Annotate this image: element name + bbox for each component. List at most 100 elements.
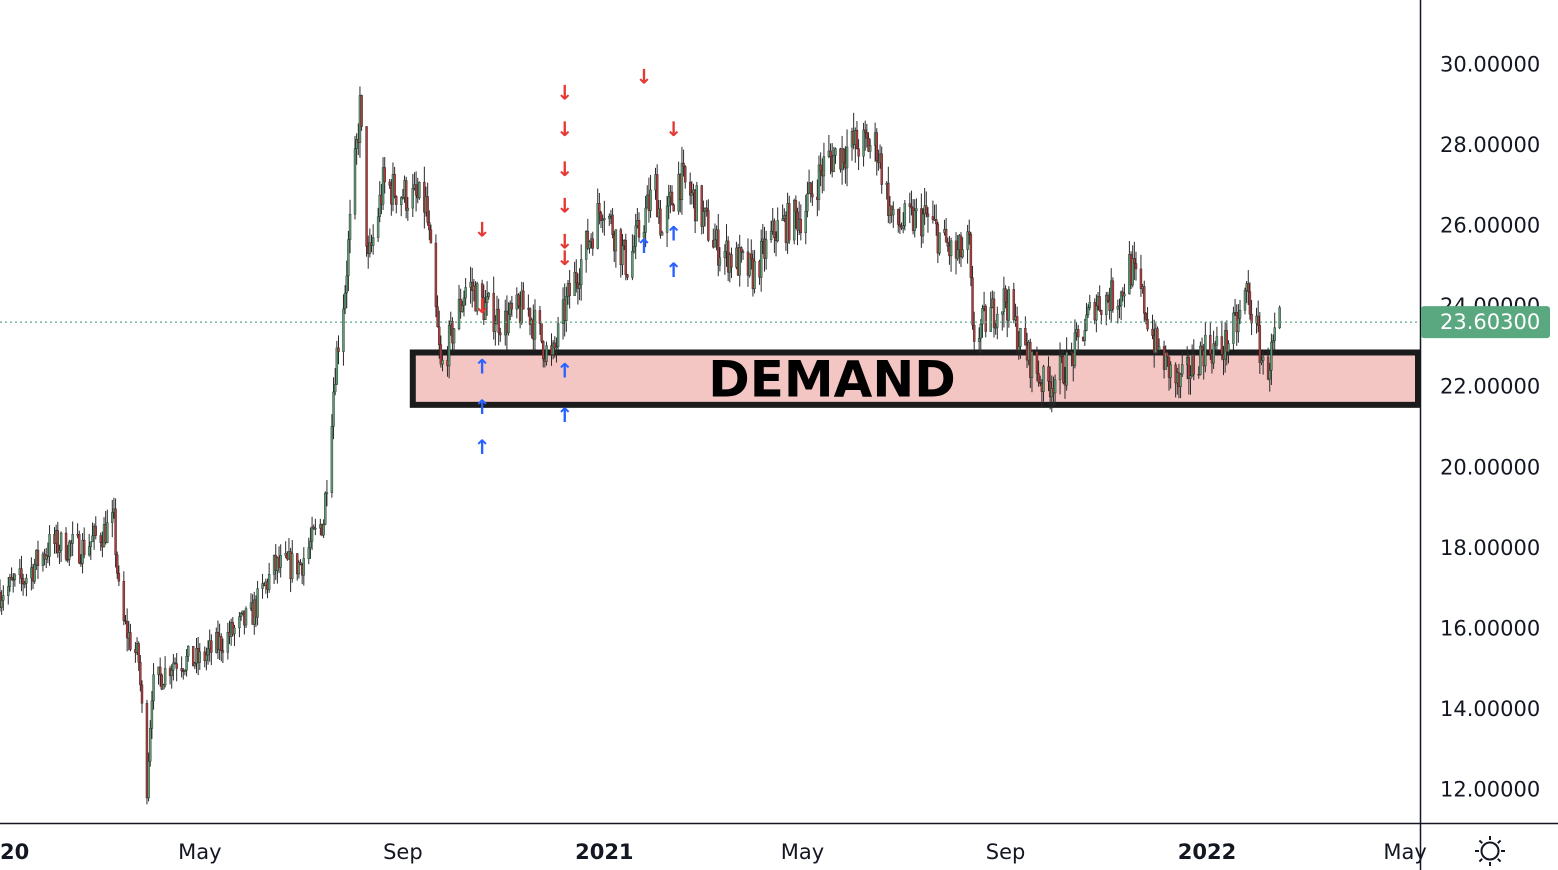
candle bbox=[1179, 373, 1182, 399]
candle-body bbox=[353, 148, 357, 215]
candle-body bbox=[637, 220, 641, 238]
candle bbox=[1047, 356, 1050, 392]
sell-arrow-icon: ↓ bbox=[556, 157, 573, 181]
candle bbox=[1238, 299, 1242, 325]
candle-body bbox=[2, 595, 5, 601]
candle bbox=[307, 537, 310, 565]
candle bbox=[378, 181, 381, 223]
candle bbox=[621, 233, 624, 276]
candle bbox=[799, 204, 803, 241]
candle-body bbox=[244, 608, 248, 626]
candle-body bbox=[764, 239, 768, 259]
candle-body bbox=[330, 426, 334, 493]
candle-body bbox=[1086, 307, 1090, 316]
candle bbox=[659, 200, 662, 239]
candle bbox=[187, 645, 190, 662]
candle bbox=[1258, 311, 1262, 374]
buy-arrow-icon: ↑ bbox=[665, 222, 682, 246]
gear-icon[interactable] bbox=[1475, 836, 1505, 866]
candle-body bbox=[499, 332, 502, 336]
candle-body bbox=[494, 323, 497, 332]
candle-body bbox=[299, 562, 302, 565]
candle-body bbox=[1058, 355, 1062, 381]
candle bbox=[908, 192, 911, 224]
candle-body bbox=[680, 162, 684, 201]
candle bbox=[99, 532, 102, 551]
candle-body bbox=[1095, 305, 1098, 321]
candle-body bbox=[475, 283, 479, 312]
candle-body bbox=[8, 576, 12, 587]
candle bbox=[857, 139, 860, 171]
candle-body bbox=[87, 546, 91, 556]
candle-body bbox=[41, 553, 45, 566]
candle-body bbox=[1116, 306, 1120, 310]
candle-body bbox=[401, 197, 405, 199]
candle-body bbox=[83, 539, 86, 556]
candle bbox=[365, 126, 368, 257]
candle bbox=[462, 290, 466, 317]
candle bbox=[614, 229, 618, 268]
candle bbox=[1111, 277, 1115, 313]
candle bbox=[528, 307, 532, 336]
candle bbox=[1250, 299, 1253, 336]
candle-body bbox=[175, 663, 178, 669]
candle bbox=[868, 138, 872, 159]
candle bbox=[1199, 341, 1202, 376]
candle bbox=[376, 207, 380, 242]
candle-body bbox=[376, 216, 380, 238]
candle-body bbox=[804, 210, 807, 234]
candle bbox=[418, 181, 421, 200]
candle bbox=[565, 286, 568, 332]
candle-body bbox=[551, 342, 555, 355]
candle-body bbox=[58, 550, 61, 553]
candle bbox=[1256, 300, 1260, 333]
sell-arrow-icon: ↓ bbox=[556, 193, 573, 217]
time-axis[interactable]: 2020 May Sep 2021 May Sep 2022 May bbox=[0, 840, 1427, 864]
candle-body bbox=[1189, 375, 1192, 379]
candle bbox=[819, 152, 822, 187]
candle-body bbox=[1250, 314, 1253, 324]
candle bbox=[1181, 350, 1184, 377]
candle-body bbox=[806, 193, 809, 212]
buy-arrow-icon: ↑ bbox=[665, 258, 682, 282]
candle-body bbox=[371, 237, 375, 246]
buy-arrow-icon: ↑ bbox=[556, 359, 573, 383]
candle bbox=[45, 547, 48, 569]
candle-body bbox=[307, 547, 310, 559]
candle bbox=[624, 233, 627, 281]
candle bbox=[956, 234, 959, 261]
last-price-tag: 23.60300 bbox=[1421, 306, 1550, 339]
candle bbox=[395, 195, 398, 214]
candle bbox=[806, 181, 809, 218]
candle-body bbox=[994, 327, 997, 329]
candle bbox=[695, 181, 698, 222]
candle bbox=[642, 225, 646, 252]
candle-body bbox=[1215, 336, 1219, 346]
candle-body bbox=[644, 207, 647, 233]
candle bbox=[972, 311, 976, 351]
candle-body bbox=[556, 323, 560, 347]
candle bbox=[989, 291, 992, 332]
candle bbox=[1083, 318, 1087, 346]
candle bbox=[776, 207, 779, 243]
candle bbox=[897, 208, 900, 233]
candle bbox=[401, 188, 405, 200]
candle-body bbox=[1258, 325, 1262, 363]
candle-body bbox=[56, 530, 59, 553]
candle-body bbox=[335, 347, 339, 385]
candle bbox=[342, 294, 345, 366]
candle-body bbox=[314, 527, 317, 530]
candle bbox=[279, 544, 282, 578]
price-axis[interactable]: 12.00000 14.00000 16.00000 18.00000 20.00000… bbox=[1440, 53, 1540, 802]
candle bbox=[913, 199, 916, 238]
candle bbox=[21, 573, 25, 596]
candle bbox=[140, 680, 144, 713]
candle-body bbox=[700, 185, 703, 227]
candle-body bbox=[868, 145, 872, 152]
candle bbox=[578, 268, 581, 301]
candle bbox=[309, 527, 312, 559]
candle bbox=[626, 273, 629, 281]
candle bbox=[244, 606, 248, 628]
candle bbox=[58, 544, 61, 565]
